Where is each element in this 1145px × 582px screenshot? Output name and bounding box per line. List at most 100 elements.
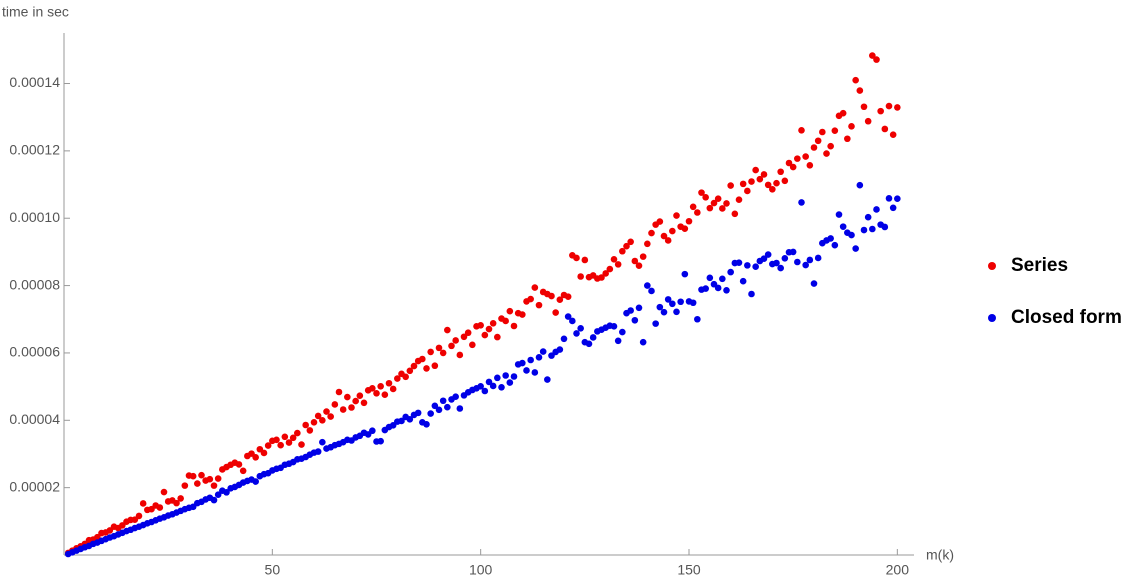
point — [444, 326, 451, 334]
point — [194, 480, 201, 487]
y-tick-label: 0.00010 — [9, 209, 60, 225]
point — [639, 338, 647, 346]
point — [523, 367, 530, 374]
point — [869, 52, 876, 59]
point — [798, 127, 805, 134]
point — [348, 404, 355, 411]
point — [556, 296, 564, 304]
point — [864, 213, 872, 221]
point — [881, 223, 889, 231]
point — [752, 263, 759, 271]
point — [198, 471, 205, 479]
point — [852, 76, 859, 84]
y-tick-label: 0.00002 — [9, 478, 60, 494]
point — [481, 387, 489, 395]
point — [823, 150, 830, 157]
point — [373, 390, 380, 397]
legend-marker — [988, 314, 996, 322]
point — [677, 298, 684, 306]
point — [889, 131, 897, 139]
point — [644, 240, 651, 248]
point — [681, 225, 689, 232]
point — [556, 346, 564, 353]
point — [702, 285, 709, 292]
point — [577, 325, 584, 332]
point — [781, 177, 789, 185]
point — [402, 373, 409, 381]
point — [660, 232, 668, 240]
point — [298, 441, 305, 448]
point — [452, 337, 459, 344]
point — [310, 419, 318, 426]
point — [423, 365, 430, 372]
point — [698, 189, 705, 196]
point — [477, 382, 484, 390]
point — [210, 482, 218, 489]
point — [160, 488, 168, 496]
point — [502, 317, 509, 325]
point — [844, 135, 851, 143]
y-tick-label: 0.00006 — [9, 344, 60, 360]
point — [723, 200, 730, 207]
point — [214, 475, 222, 482]
point — [731, 210, 739, 218]
point — [606, 265, 614, 273]
point — [735, 196, 743, 204]
x-tick-label: 100 — [469, 562, 493, 578]
point — [481, 331, 489, 339]
point — [631, 257, 639, 265]
point — [764, 251, 772, 258]
point — [439, 397, 447, 405]
point — [802, 261, 809, 269]
point — [735, 259, 743, 266]
point — [489, 319, 497, 327]
point — [760, 255, 768, 262]
point — [819, 128, 826, 136]
point — [827, 235, 834, 242]
point — [773, 259, 780, 267]
point — [314, 448, 322, 455]
point — [873, 206, 880, 213]
point — [527, 295, 534, 303]
point — [681, 270, 689, 278]
point — [839, 223, 847, 230]
legend-label: Series — [1011, 255, 1068, 276]
y-tick-label: 0.00008 — [9, 276, 60, 292]
point — [752, 166, 759, 174]
point — [723, 286, 730, 294]
point — [494, 333, 501, 341]
point — [660, 308, 668, 316]
point — [810, 144, 818, 151]
point — [360, 399, 368, 407]
point — [789, 248, 797, 256]
point — [839, 109, 847, 117]
point — [327, 413, 334, 420]
point — [281, 433, 289, 441]
point — [694, 315, 701, 323]
point — [777, 264, 784, 272]
point — [285, 439, 293, 446]
point — [764, 181, 772, 189]
point — [431, 402, 439, 410]
point — [610, 323, 618, 330]
point — [569, 317, 576, 325]
point — [814, 137, 822, 145]
point — [331, 401, 339, 408]
point — [802, 153, 809, 160]
point — [806, 256, 814, 264]
point — [894, 104, 901, 111]
point — [756, 175, 764, 183]
point — [406, 367, 414, 375]
point — [139, 500, 147, 507]
point — [773, 179, 780, 187]
point — [831, 241, 839, 249]
point — [673, 212, 680, 219]
point — [394, 375, 401, 382]
point — [881, 125, 889, 133]
point — [648, 229, 655, 237]
point — [848, 231, 855, 239]
point — [885, 102, 893, 110]
point — [644, 282, 651, 289]
point — [319, 416, 326, 424]
point — [619, 247, 626, 255]
